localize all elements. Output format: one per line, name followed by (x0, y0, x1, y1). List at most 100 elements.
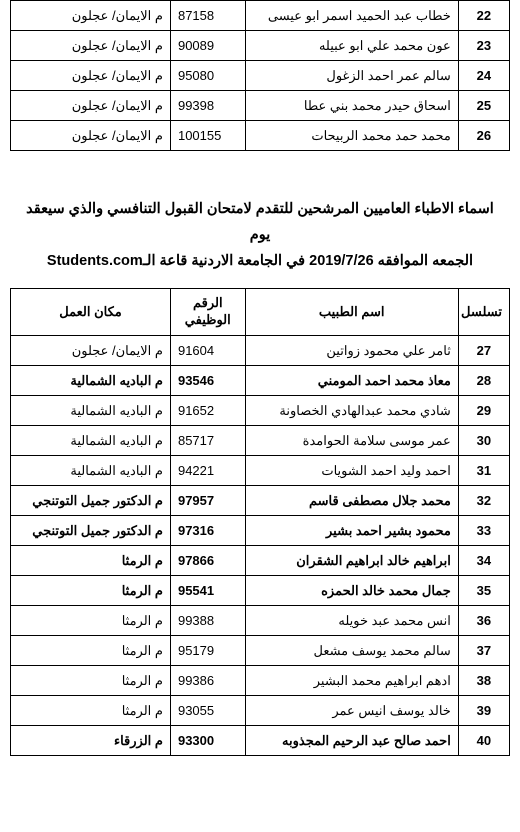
cell-name: احمد وليد احمد الشويات (245, 456, 458, 486)
cell-id: 95541 (170, 576, 245, 606)
table-row: 23عون محمد علي ابو عبيله90089م الايمان/ … (11, 31, 510, 61)
cell-location: م الباديه الشمالية (11, 396, 171, 426)
cell-name: اسحاق حيدر محمد بني عطا (245, 91, 458, 121)
cell-location: م الباديه الشمالية (11, 426, 171, 456)
cell-seq: 28 (458, 366, 509, 396)
cell-seq: 22 (458, 1, 509, 31)
cell-id: 99398 (170, 91, 245, 121)
cell-id: 93546 (170, 366, 245, 396)
cell-location: م الايمان/ عجلون (11, 61, 171, 91)
cell-location: م الرمثا (11, 606, 171, 636)
table-row: 30عمر موسى سلامة الحوامدة85717م الباديه … (11, 426, 510, 456)
cell-id: 85717 (170, 426, 245, 456)
section-title-line2a: الجمعه الموافقه 2019/7/26 في الجامعة الا… (143, 253, 473, 269)
cell-location: م الرمثا (11, 666, 171, 696)
cell-seq: 30 (458, 426, 509, 456)
cell-seq: 26 (458, 121, 509, 151)
cell-name: سالم عمر احمد الزغول (245, 61, 458, 91)
cell-seq: 29 (458, 396, 509, 426)
header-name: اسم الطبيب (245, 289, 458, 336)
cell-name: انس محمد عبد خويله (245, 606, 458, 636)
cell-name: جمال محمد خالد الحمزه (245, 576, 458, 606)
cell-location: م الباديه الشمالية (11, 366, 171, 396)
table-row: 40احمد صالح عبد الرحيم المجذوبه93300م ال… (11, 726, 510, 756)
doctors-table-page1: 22خطاب عبد الحميد اسمر ابو عيسى87158م ال… (10, 0, 510, 151)
cell-name: سالم محمد يوسف مشعل (245, 636, 458, 666)
cell-seq: 32 (458, 486, 509, 516)
table-row: 33محمود بشير احمد بشير97316م الدكتور جمي… (11, 516, 510, 546)
cell-id: 93300 (170, 726, 245, 756)
cell-id: 99386 (170, 666, 245, 696)
cell-location: م الايمان/ عجلون (11, 336, 171, 366)
header-id-l2: الوظيفي (185, 312, 231, 327)
cell-seq: 24 (458, 61, 509, 91)
cell-seq: 39 (458, 696, 509, 726)
cell-seq: 31 (458, 456, 509, 486)
cell-id: 100155 (170, 121, 245, 151)
cell-name: محمود بشير احمد بشير (245, 516, 458, 546)
table-row: 25اسحاق حيدر محمد بني عطا99398م الايمان/… (11, 91, 510, 121)
cell-location: م الرمثا (11, 576, 171, 606)
cell-seq: 37 (458, 636, 509, 666)
cell-name: خالد يوسف انيس عمر (245, 696, 458, 726)
header-seq: تسلسل (458, 289, 509, 336)
cell-name: احمد صالح عبد الرحيم المجذوبه (245, 726, 458, 756)
doctors-table-page2-body: 27ثامر علي محمود زواتين91604م الايمان/ ع… (11, 336, 510, 756)
cell-id: 94221 (170, 456, 245, 486)
table-row: 34ابراهيم خالد ابراهيم الشقران97866م الر… (11, 546, 510, 576)
table-row: 27ثامر علي محمود زواتين91604م الايمان/ ع… (11, 336, 510, 366)
cell-location: م الرمثا (11, 636, 171, 666)
cell-name: ابراهيم خالد ابراهيم الشقران (245, 546, 458, 576)
cell-name: محمد جلال مصطفى قاسم (245, 486, 458, 516)
table-row: 35جمال محمد خالد الحمزه95541م الرمثا (11, 576, 510, 606)
header-loc: مكان العمل (11, 289, 171, 336)
table-row: 31احمد وليد احمد الشويات94221م الباديه ا… (11, 456, 510, 486)
cell-id: 91652 (170, 396, 245, 426)
cell-id: 93055 (170, 696, 245, 726)
cell-name: معاذ محمد احمد المومني (245, 366, 458, 396)
cell-id: 95080 (170, 61, 245, 91)
cell-id: 97866 (170, 546, 245, 576)
cell-name: خطاب عبد الحميد اسمر ابو عيسى (245, 1, 458, 31)
cell-name: محمد حمد محمد الربيحات (245, 121, 458, 151)
cell-seq: 25 (458, 91, 509, 121)
cell-location: م الايمان/ عجلون (11, 1, 171, 31)
cell-name: ادهم ابراهيم محمد البشير (245, 666, 458, 696)
table-row: 28معاذ محمد احمد المومني93546م الباديه ا… (11, 366, 510, 396)
cell-id: 99388 (170, 606, 245, 636)
cell-id: 90089 (170, 31, 245, 61)
cell-name: عمر موسى سلامة الحوامدة (245, 426, 458, 456)
cell-location: م الايمان/ عجلون (11, 121, 171, 151)
cell-name: عون محمد علي ابو عبيله (245, 31, 458, 61)
cell-seq: 36 (458, 606, 509, 636)
cell-id: 87158 (170, 1, 245, 31)
cell-location: م الايمان/ عجلون (11, 31, 171, 61)
section-title-line2b: Students.com (47, 253, 143, 269)
table-row: 37سالم محمد يوسف مشعل95179م الرمثا (11, 636, 510, 666)
cell-name: شادي محمد عبدالهادي الخصاونة (245, 396, 458, 426)
cell-seq: 35 (458, 576, 509, 606)
cell-location: م الرمثا (11, 696, 171, 726)
table-header-row: تسلسل اسم الطبيب الرقم الوظيفي مكان العم… (11, 289, 510, 336)
cell-location: م الايمان/ عجلون (11, 91, 171, 121)
cell-seq: 27 (458, 336, 509, 366)
cell-seq: 34 (458, 546, 509, 576)
cell-id: 95179 (170, 636, 245, 666)
table-row: 26محمد حمد محمد الربيحات100155م الايمان/… (11, 121, 510, 151)
doctors-table-page2: تسلسل اسم الطبيب الرقم الوظيفي مكان العم… (10, 288, 510, 756)
table-row: 38ادهم ابراهيم محمد البشير99386م الرمثا (11, 666, 510, 696)
cell-seq: 23 (458, 31, 509, 61)
cell-seq: 40 (458, 726, 509, 756)
header-id: الرقم الوظيفي (170, 289, 245, 336)
table-row: 39خالد يوسف انيس عمر93055م الرمثا (11, 696, 510, 726)
section-title-line1: اسماء الاطباء العاميين المرشحين للتقدم ل… (26, 201, 494, 243)
cell-location: م الدكتور جميل التوتنجي (11, 516, 171, 546)
section-title: اسماء الاطباء العاميين المرشحين للتقدم ل… (18, 196, 502, 274)
cell-name: ثامر علي محمود زواتين (245, 336, 458, 366)
cell-id: 91604 (170, 336, 245, 366)
cell-location: م الباديه الشمالية (11, 456, 171, 486)
cell-id: 97316 (170, 516, 245, 546)
table-row: 29شادي محمد عبدالهادي الخصاونة91652م الب… (11, 396, 510, 426)
table-row: 32محمد جلال مصطفى قاسم97957م الدكتور جمي… (11, 486, 510, 516)
table-row: 24سالم عمر احمد الزغول95080م الايمان/ عج… (11, 61, 510, 91)
